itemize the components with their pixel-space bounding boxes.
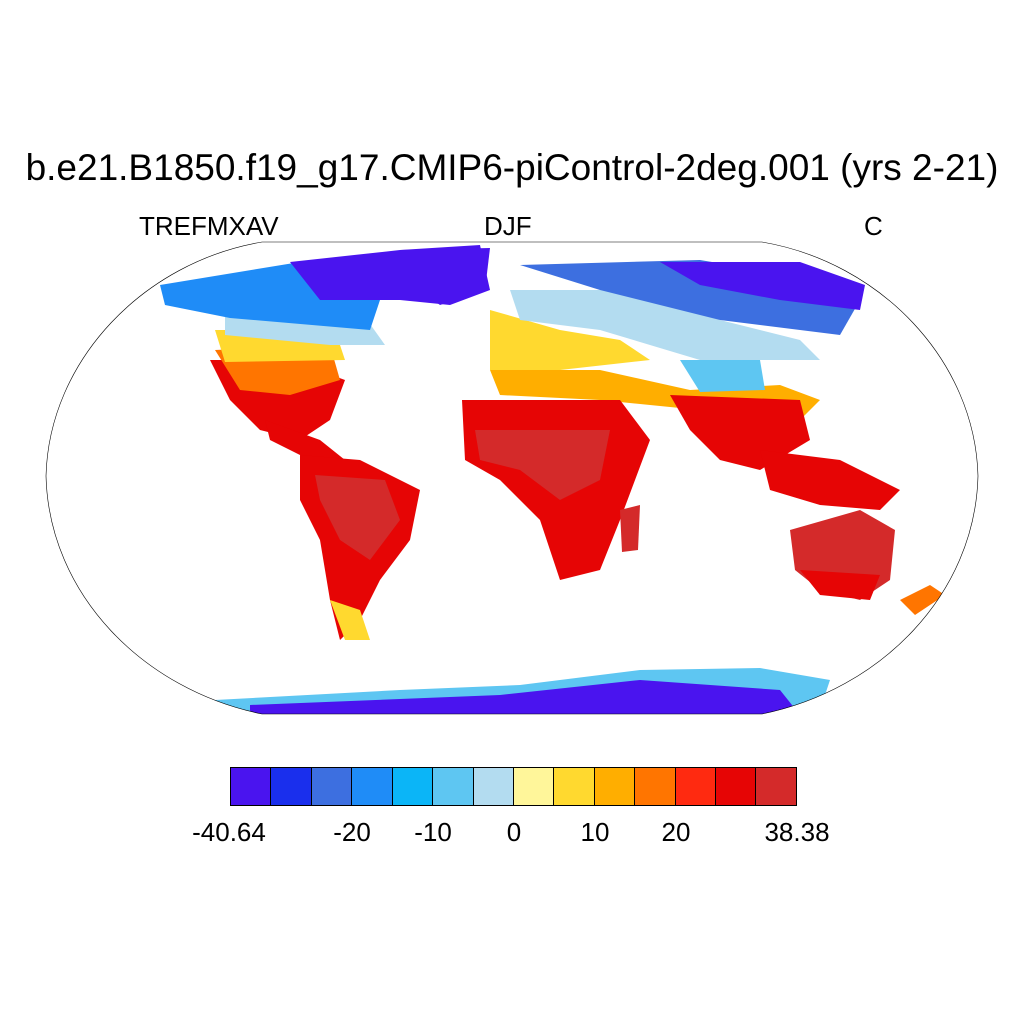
colorbar-swatch-7 [513,768,555,805]
colorbar-swatch-2 [311,768,353,805]
colorbar-swatch-8 [554,768,595,805]
eurasia-lightblue [510,290,820,360]
globe-outline [45,241,979,715]
colorbar-tick-zero: 0 [506,817,522,847]
colorbar-swatch-12 [716,768,757,805]
land-temperature-field [160,245,945,714]
colorbar-tick-10: 10 [580,817,610,847]
variable-label: TREFMXAV [139,211,279,241]
colorbar-tick-max: 38.38 [764,817,830,847]
colorbar-swatch-9 [594,768,636,805]
madagascar [620,505,640,552]
units-label: C [864,211,883,241]
colorbar [230,767,797,806]
south-asia-warm [670,395,810,470]
tibet-cold [680,360,765,392]
colorbar-tick-20: 20 [661,817,691,847]
siberia-cold [660,262,865,310]
colorbar-swatch-6 [473,768,514,805]
europe-yellow [490,310,650,370]
africa-core [475,430,610,500]
colorbar-swatch-4 [392,768,434,805]
colorbar-swatch-13 [756,768,796,805]
plot-title: b.e21.B1850.f19_g17.CMIP6-piControl-2deg… [25,147,999,188]
colorbar-swatch-0 [231,768,272,805]
colorbar-swatch-1 [271,768,312,805]
season-label: DJF [484,211,532,241]
colorbar-swatch-3 [352,768,393,805]
australia-south-band [800,570,880,600]
colorbar-swatch-10 [635,768,676,805]
colorbar-tick-neg10: -10 [414,817,452,847]
colorbar-tick-min: -40.64 [192,817,266,847]
new-zealand [900,585,945,615]
colorbar-tick-neg20: -20 [333,817,371,847]
colorbar-swatch-5 [433,768,474,805]
south-america-core [315,475,400,560]
patagonia [330,600,370,640]
maritime-southeast-asia [760,450,900,510]
greenland [400,248,490,305]
antarctica-interior [250,680,800,714]
colorbar-swatch-11 [675,768,717,805]
